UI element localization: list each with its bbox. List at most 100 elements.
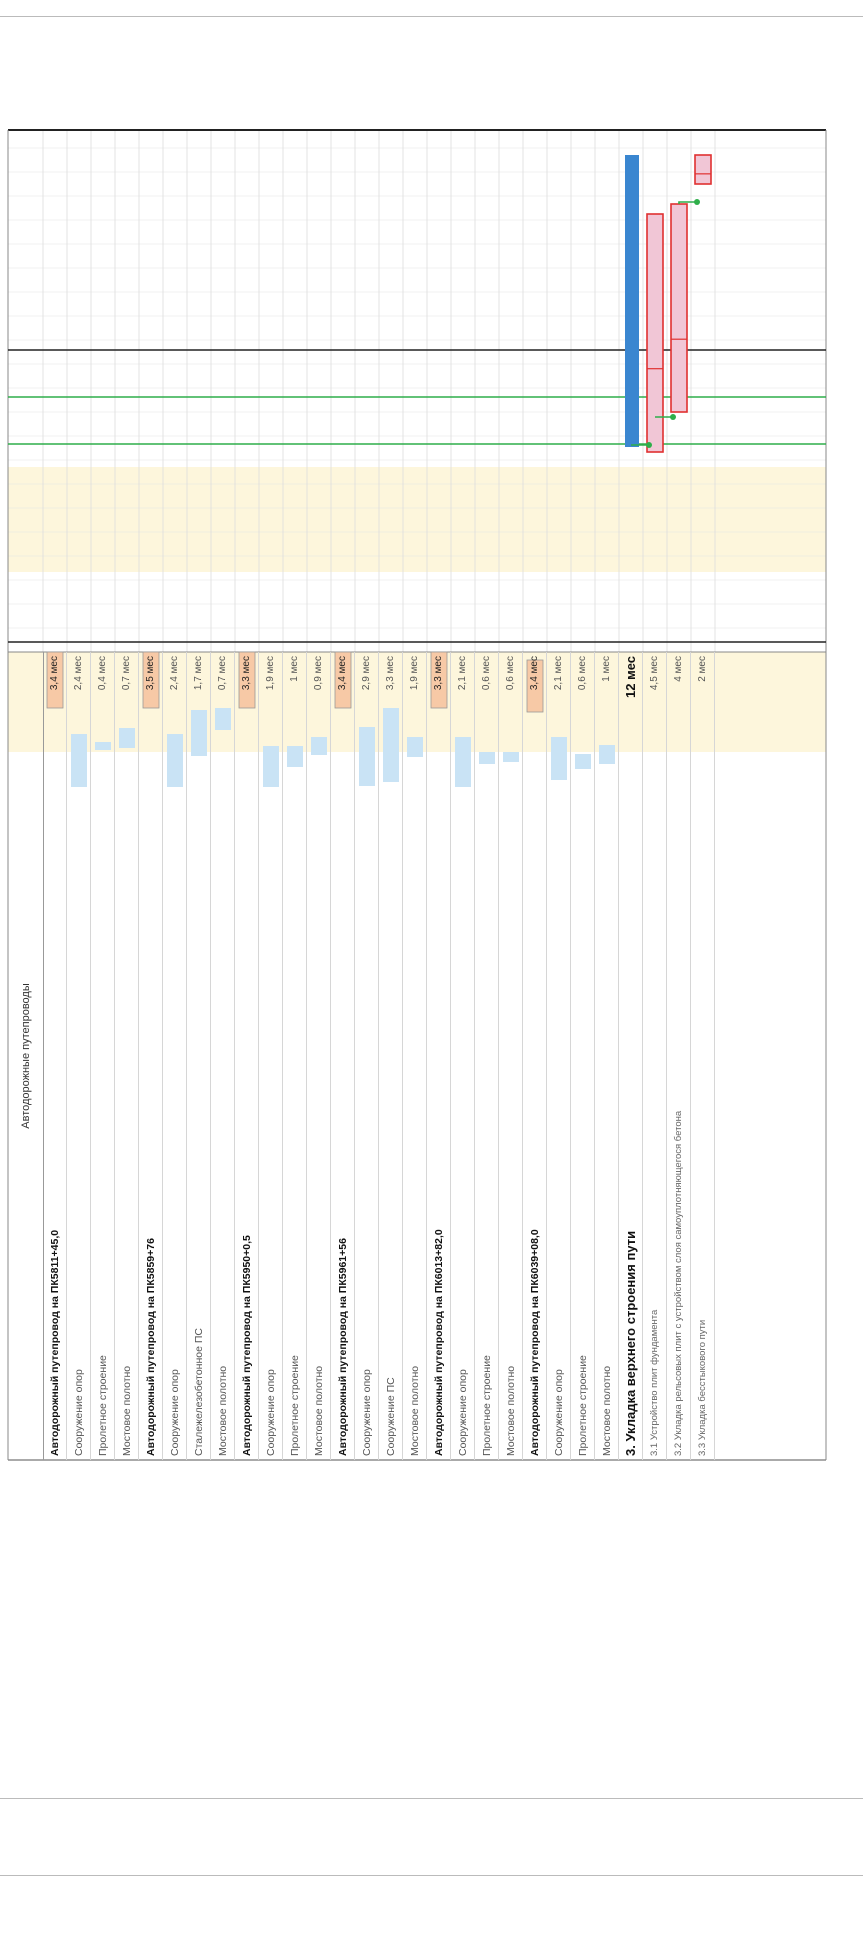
- task-duration: 0,6 мес: [505, 656, 516, 691]
- task-duration: 3,4 мес: [529, 656, 540, 691]
- task-name: Автодорожный путепровод на ПК5811+45,0: [49, 1229, 61, 1456]
- table-row: Сталежелезобетонное ПС 1,7 мес: [187, 652, 211, 1460]
- summary-bar: [430, 651, 448, 709]
- task-duration: 0,6 мес: [481, 656, 492, 691]
- task-bar: [263, 746, 279, 787]
- bottom-rule-2: [0, 1875, 863, 1876]
- task-duration: 1,9 мес: [265, 656, 276, 691]
- critical-bar: [670, 203, 688, 413]
- task-duration: 4 мес: [673, 656, 684, 682]
- table-row: Пролетное строение 0,4 мес: [91, 652, 115, 1460]
- link-arrow: [678, 201, 697, 204]
- task-duration: 1 мес: [601, 656, 612, 682]
- task-duration: 0,7 мес: [217, 656, 228, 691]
- task-duration: 2,4 мес: [169, 656, 180, 691]
- task-bar: [359, 727, 375, 786]
- critical-bar: [694, 154, 712, 185]
- task-bar: [215, 708, 231, 730]
- task-bar: [479, 752, 495, 764]
- task-duration: 12 мес: [623, 656, 638, 698]
- task-duration: 0,9 мес: [313, 656, 324, 691]
- task-name: Пролетное строение: [577, 1355, 589, 1456]
- task-bar: [599, 745, 615, 764]
- task-duration: 0,6 мес: [577, 656, 588, 691]
- link-arrow-head: [646, 442, 652, 448]
- task-duration: 0,7 мес: [121, 656, 132, 691]
- task-name: Сооружение опор: [553, 1369, 565, 1456]
- task-name: Сооружение опор: [73, 1369, 85, 1456]
- task-bar: [311, 737, 327, 755]
- link-arrow-head: [694, 199, 700, 205]
- task-duration: 3,3 мес: [385, 656, 396, 691]
- task-bar: [119, 728, 135, 748]
- task-name: Сооружение опор: [169, 1369, 181, 1456]
- task-duration: 3,3 мес: [433, 656, 444, 691]
- task-name: Автодорожный путепровод на ПК6039+08,0: [529, 1229, 541, 1456]
- task-table: Автодорожные путепроводы Автодорожный пу…: [8, 652, 826, 1460]
- table-row: Пролетное строение 0,6 мес: [571, 652, 595, 1460]
- task-name: Пролетное строение: [481, 1355, 493, 1456]
- task-name: Мостовое полотно: [505, 1365, 517, 1456]
- task-bar: [191, 710, 207, 756]
- task-bar: [455, 737, 471, 787]
- task-name: Мостовое полотно: [217, 1365, 229, 1456]
- table-row: 3.3 Укладка бесстыкового пути 2 мес: [691, 652, 715, 1460]
- task-duration: 2,9 мес: [361, 656, 372, 691]
- critical-bar: [646, 213, 664, 453]
- task-name: Автодорожный путепровод на ПК5950+0,5: [241, 1235, 253, 1456]
- top-rule: [0, 16, 863, 17]
- table-row: 3.2 Укладка рельсовых плит с устройством…: [667, 652, 691, 1460]
- table-header-title: Автодорожные путепроводы: [19, 983, 32, 1129]
- task-bar: [503, 752, 519, 762]
- highlight-band: [8, 652, 826, 752]
- table-row: Автодорожный путепровод на ПК5961+56 3,4 …: [331, 652, 355, 1460]
- task-name: Сооружение опор: [265, 1369, 277, 1456]
- table-row: Автодорожный путепровод на ПК6039+08,0 3,…: [523, 652, 547, 1460]
- table-row: Мостовое полотно 1,9 мес: [403, 652, 427, 1460]
- table-row: Сооружение опор 2,4 мес: [163, 652, 187, 1460]
- task-duration: 2,1 мес: [553, 656, 564, 691]
- summary-bar: [142, 651, 160, 709]
- task-name: Мостовое полотно: [121, 1365, 133, 1456]
- task-name: Сооружение ПС: [385, 1377, 397, 1456]
- task-duration: 3,5 мес: [145, 656, 156, 691]
- table-row: Мостовое полотно 0,7 мес: [115, 652, 139, 1460]
- task-duration: 3,3 мес: [241, 656, 252, 691]
- table-row: Сооружение опор 2,1 мес: [451, 652, 475, 1460]
- task-name: Пролетное строение: [97, 1355, 109, 1456]
- table-header: Автодорожные путепроводы: [8, 652, 44, 1460]
- task-name: 3.2 Укладка рельсовых плит с устройством…: [673, 1110, 684, 1456]
- task-bar: [551, 737, 567, 780]
- task-name: Сооружение опор: [361, 1369, 373, 1456]
- table-row: Сооружение опор 2,4 мес: [67, 652, 91, 1460]
- table-row: Автодорожный путепровод на ПК6013+82,0 3,…: [427, 652, 451, 1460]
- table-row: Автодорожный путепровод на ПК5811+45,0 3,…: [43, 652, 67, 1460]
- task-name: Мостовое полотно: [601, 1365, 613, 1456]
- summary-bar: [334, 651, 352, 709]
- task-name: 3.1 Устройство плит фундамента: [649, 1309, 660, 1456]
- summary-bar: [526, 659, 544, 713]
- task-duration: 3,4 мес: [337, 656, 348, 691]
- table-row: Автодорожный путепровод на ПК5950+0,5 3,3…: [235, 652, 259, 1460]
- table-row: Сооружение ПС 3,3 мес: [379, 652, 403, 1460]
- task-name: Автодорожный путепровод на ПК5859+76: [145, 1238, 157, 1456]
- task-bar: [575, 754, 591, 769]
- table-row: 3. Укладка верхнего строения пути 12 мес: [619, 652, 643, 1460]
- task-name: 3.3 Укладка бесстыкового пути: [697, 1319, 708, 1456]
- task-duration: 3,4 мес: [49, 656, 60, 691]
- task-duration: 2,4 мес: [73, 656, 84, 691]
- task-name: Мостовое полотно: [313, 1365, 325, 1456]
- task-name: Автодорожный путепровод на ПК6013+82,0: [433, 1229, 445, 1456]
- task-name: Автодорожный путепровод на ПК5961+56: [337, 1238, 349, 1456]
- task-bar: [95, 742, 111, 750]
- table-row: Сооружение опор 1,9 мес: [259, 652, 283, 1460]
- task-bar: [383, 708, 399, 782]
- table-row: Сооружение опор 2,1 мес: [547, 652, 571, 1460]
- table-row: Сооружение опор 2,9 мес: [355, 652, 379, 1460]
- table-row: Мостовое полотно 0,9 мес: [307, 652, 331, 1460]
- task-bar: [407, 737, 423, 757]
- task-duration: 1,7 мес: [193, 656, 204, 691]
- task-duration: 0,4 мес: [97, 656, 108, 691]
- summary-bar: [46, 651, 64, 709]
